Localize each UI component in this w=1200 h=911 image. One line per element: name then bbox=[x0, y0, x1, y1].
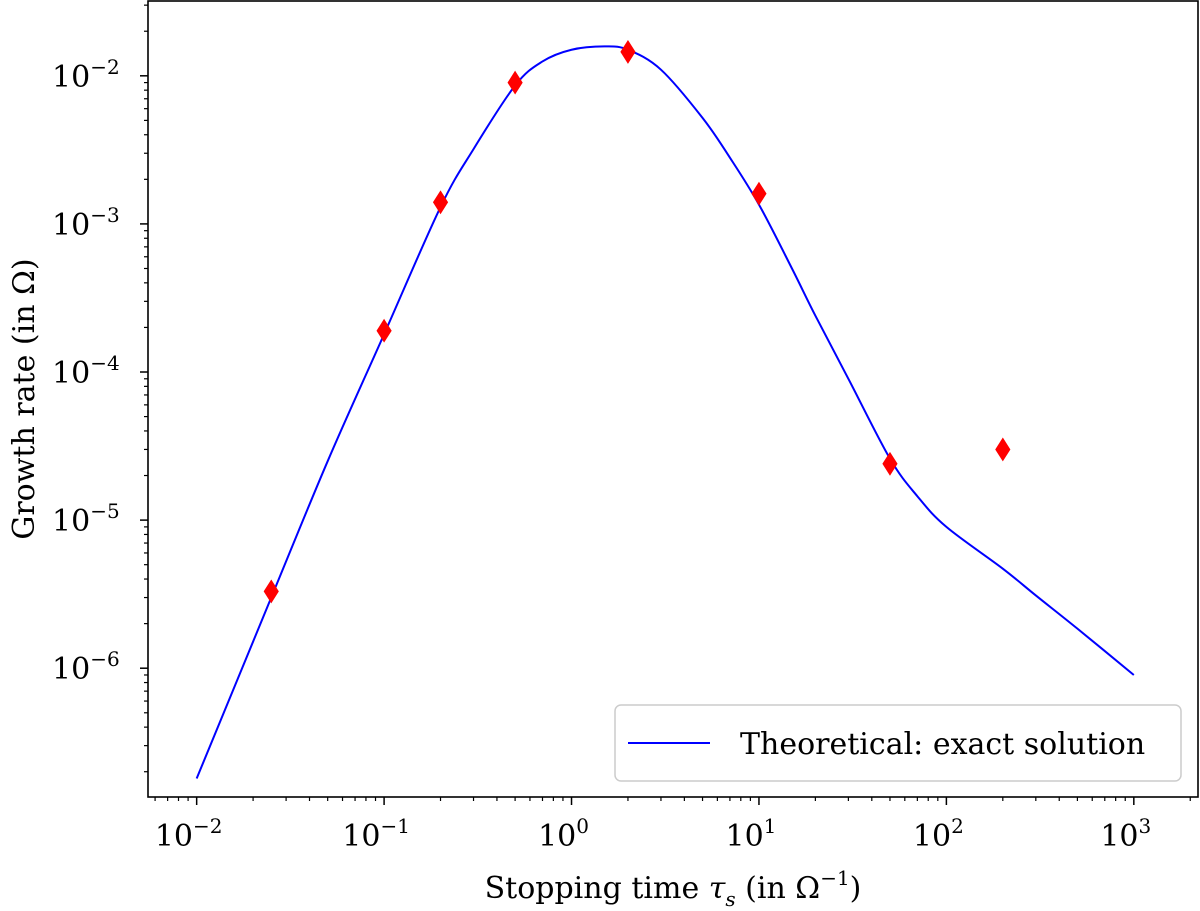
data-point-diamond bbox=[751, 181, 767, 206]
y-tick-label: 10−2 bbox=[52, 55, 120, 95]
x-tick-label: 102 bbox=[913, 814, 964, 854]
legend-box bbox=[614, 704, 1182, 782]
legend-entry-label: Theoretical: exact solution bbox=[740, 727, 1145, 762]
x-tick-label: 10−2 bbox=[155, 814, 223, 854]
x-tick-label: 103 bbox=[1100, 814, 1151, 854]
data-point-diamond bbox=[507, 70, 523, 95]
series-layer bbox=[195, 39, 1135, 779]
x-tick-label: 101 bbox=[725, 814, 776, 854]
y-axis-title: Growth rate (in Ω) bbox=[7, 258, 42, 539]
data-point-diamond bbox=[263, 579, 279, 604]
x-axis-title: Stopping time τs (in Ω−1) bbox=[485, 866, 862, 911]
y-tick-label: 10−4 bbox=[52, 351, 120, 391]
x-tick-label: 10−1 bbox=[342, 814, 410, 854]
plot-area bbox=[147, 0, 1199, 798]
data-point-diamond bbox=[995, 437, 1011, 462]
y-tick-label: 10−6 bbox=[52, 647, 120, 687]
data-point-diamond bbox=[432, 190, 449, 215]
y-tick-label: 10−5 bbox=[52, 499, 120, 539]
data-point-diamond bbox=[620, 39, 636, 64]
legend: Theoretical: exact solution bbox=[614, 704, 1182, 782]
axis-ticks: 10−2 10−1 100 101 102 103 10−6 10−5 10−4 10−3 10−2 bbox=[52, 4, 1191, 854]
data-point-diamond bbox=[882, 451, 898, 476]
data-point-diamond bbox=[376, 318, 392, 343]
x-tick-label: 100 bbox=[538, 814, 589, 854]
y-tick-label: 10−3 bbox=[52, 203, 120, 243]
